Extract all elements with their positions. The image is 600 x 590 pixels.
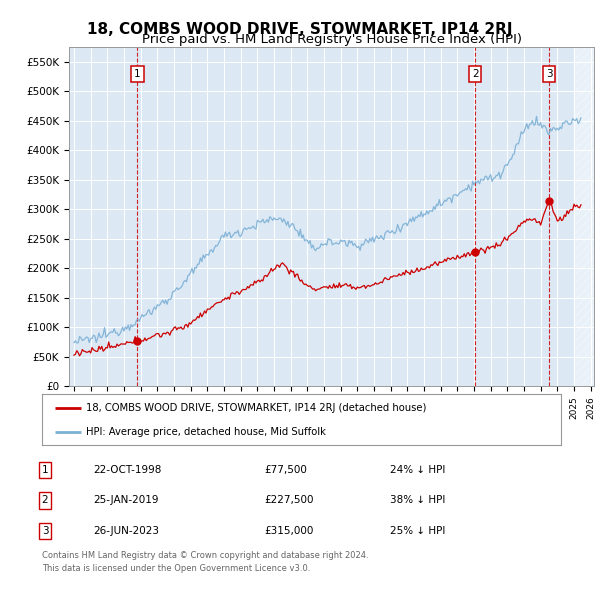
Bar [574, 47, 594, 386]
Text: 25% ↓ HPI: 25% ↓ HPI [390, 526, 445, 536]
Text: 2: 2 [41, 496, 49, 506]
Text: 26-JUN-2023: 26-JUN-2023 [93, 526, 159, 536]
Text: 18, COMBS WOOD DRIVE, STOWMARKET, IP14 2RJ: 18, COMBS WOOD DRIVE, STOWMARKET, IP14 2… [87, 22, 513, 37]
Text: 25-JAN-2019: 25-JAN-2019 [93, 496, 158, 506]
Text: 1: 1 [41, 465, 49, 475]
Text: 18, COMBS WOOD DRIVE, STOWMARKET, IP14 2RJ (detached house): 18, COMBS WOOD DRIVE, STOWMARKET, IP14 2… [86, 403, 427, 413]
Text: £315,000: £315,000 [264, 526, 313, 536]
Text: HPI: Average price, detached house, Mid Suffolk: HPI: Average price, detached house, Mid … [86, 428, 326, 437]
Text: 1: 1 [134, 69, 140, 78]
Text: 3: 3 [41, 526, 49, 536]
Text: Contains HM Land Registry data © Crown copyright and database right 2024.
This d: Contains HM Land Registry data © Crown c… [42, 551, 368, 573]
Title: Price paid vs. HM Land Registry's House Price Index (HPI): Price paid vs. HM Land Registry's House … [142, 33, 521, 46]
Text: 3: 3 [545, 69, 553, 78]
Text: £77,500: £77,500 [264, 465, 307, 475]
Text: 22-OCT-1998: 22-OCT-1998 [93, 465, 161, 475]
Text: 2: 2 [472, 69, 478, 78]
Text: 38% ↓ HPI: 38% ↓ HPI [390, 496, 445, 506]
Text: £227,500: £227,500 [264, 496, 314, 506]
Text: 24% ↓ HPI: 24% ↓ HPI [390, 465, 445, 475]
